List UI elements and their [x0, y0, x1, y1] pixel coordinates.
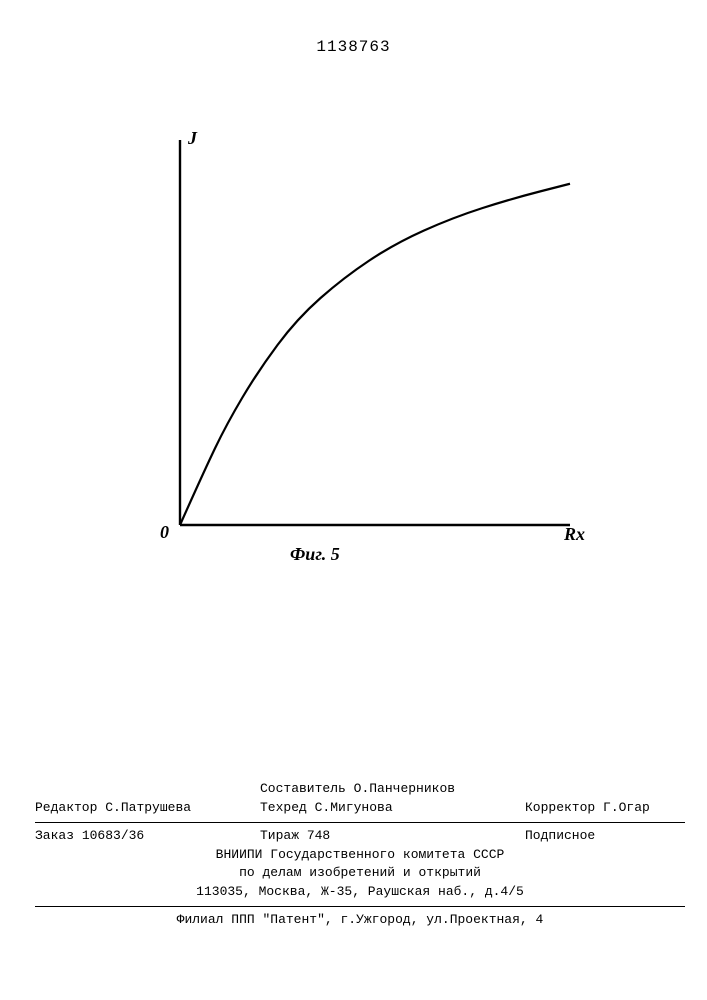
org-line-3: 113035, Москва, Ж-35, Раушская наб., д.4…: [35, 883, 685, 902]
order-number: 10683/36: [82, 828, 144, 843]
editor-label: Редактор: [35, 800, 97, 815]
compiler-row: Составитель О.Панчерников: [35, 780, 685, 799]
chart-svg: [130, 130, 580, 560]
document-number: 1138763: [0, 38, 707, 56]
subscription-label: Подписное: [525, 827, 685, 846]
divider-1: [35, 822, 685, 823]
corrector-label: Корректор: [525, 800, 595, 815]
techred-label: Техред: [260, 800, 307, 815]
compiler-name: О.Панчерников: [354, 781, 455, 796]
order-label: Заказ: [35, 828, 74, 843]
x-axis-label: Rx: [564, 524, 585, 545]
origin-label: 0: [160, 522, 169, 543]
circulation-label: Тираж: [260, 828, 299, 843]
order-row: Заказ 10683/36 Тираж 748 Подписное: [35, 827, 685, 846]
y-axis-label: J: [188, 128, 197, 149]
curve-line: [180, 184, 570, 525]
imprint-block: Составитель О.Панчерников Редактор С.Пат…: [35, 780, 685, 930]
editor-row: Редактор С.Патрушева Техред С.Мигунова К…: [35, 799, 685, 818]
circulation-number: 748: [307, 828, 330, 843]
compiler-label: Составитель: [260, 781, 346, 796]
figure-caption: Фиг. 5: [290, 544, 340, 565]
editor-name: С.Патрушева: [105, 800, 191, 815]
techred-name: С.Мигунова: [315, 800, 393, 815]
corrector-name: Г.Огар: [603, 800, 650, 815]
org-line-2: по делам изобретений и открытий: [35, 864, 685, 883]
figure-5-chart: J 0 Rx Фиг. 5: [130, 130, 580, 560]
branch-line: Филиал ППП "Патент", г.Ужгород, ул.Проек…: [35, 911, 685, 930]
org-line-1: ВНИИПИ Государственного комитета СССР: [35, 846, 685, 865]
divider-2: [35, 906, 685, 907]
